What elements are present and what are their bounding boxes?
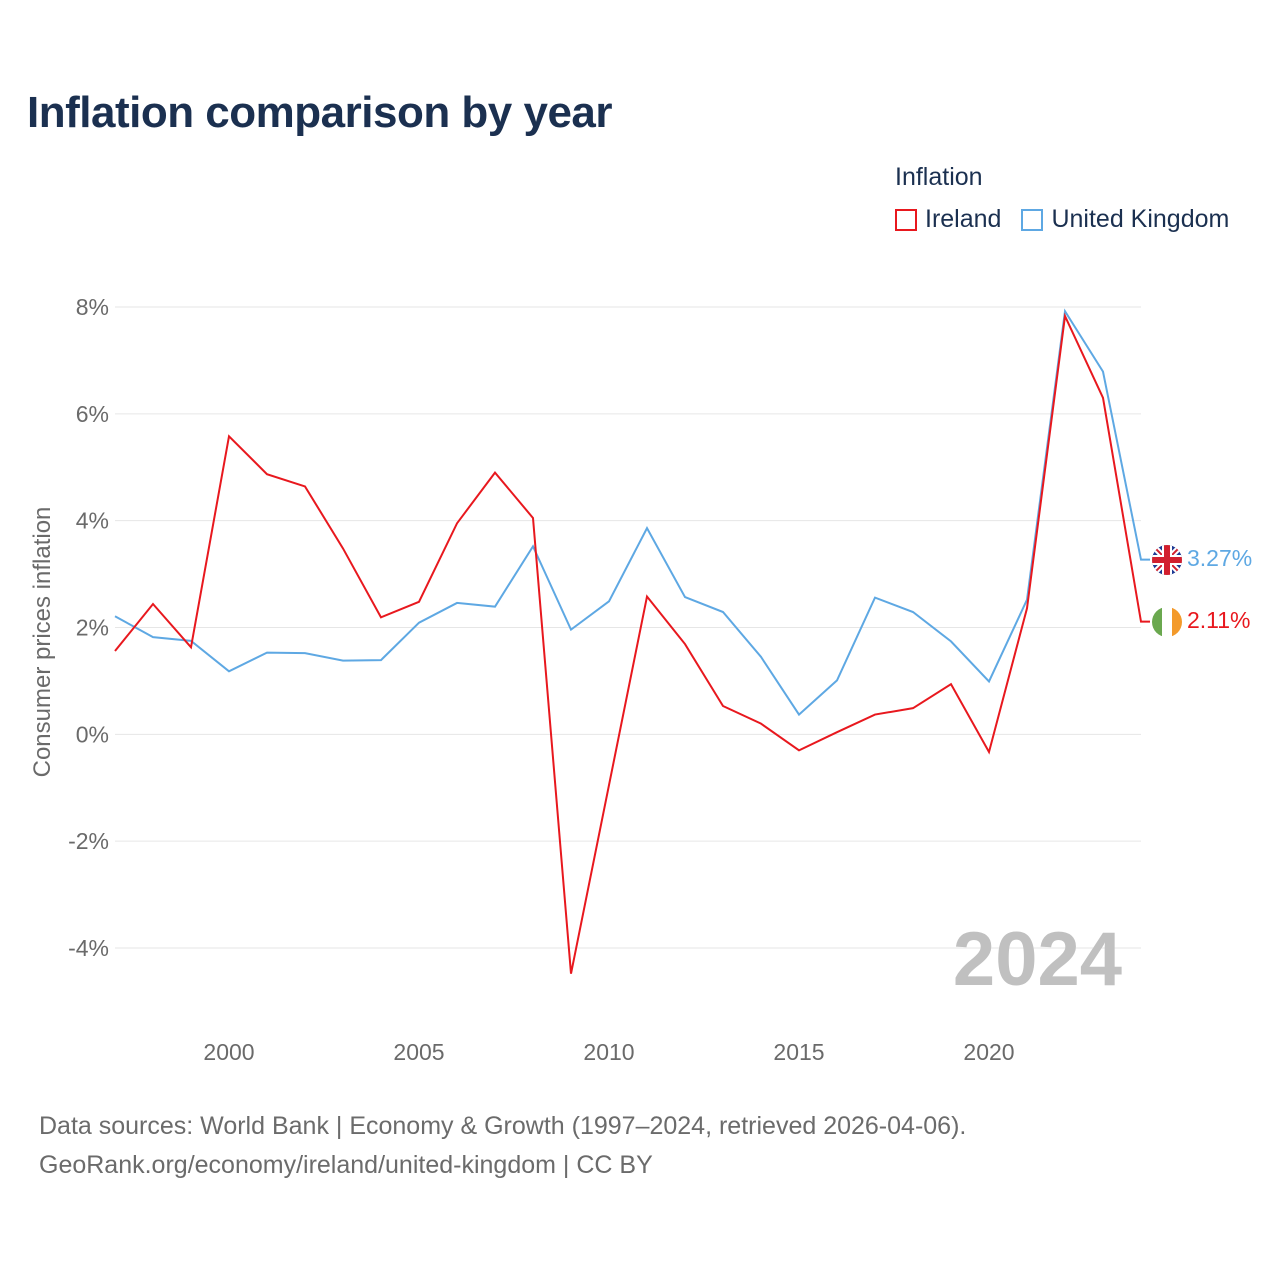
gridlines [115,306,1141,949]
year-watermark: 2024 [953,917,1122,1002]
legend: Ireland United Kingdom [895,205,1229,234]
legend-label-united-kingdom: United Kingdom [1051,205,1230,233]
y-axis-label: Consumer prices inflation [29,507,56,778]
y-tick-label: -4% [68,935,109,961]
legend-swatch-ireland [895,208,917,231]
uk-flag-icon [1152,545,1182,575]
legend-swatch-united-kingdom [1021,208,1044,231]
end-label-ireland: 2.11% [1187,607,1251,633]
end-label-united-kingdom: 3.27% [1187,545,1252,571]
series-lines [114,308,1150,974]
x-tick-label: 2020 [963,1039,1014,1065]
y-axis-ticks: -4% -2% 0% 2% 4% 6% 8% [68,294,109,961]
series-line-united-kingdom[interactable] [114,308,1150,717]
chart-title: Inflation comparison by year [27,88,613,137]
y-tick-label: -2% [68,828,109,854]
x-tick-label: 2005 [393,1039,444,1065]
x-tick-label: 2000 [203,1039,254,1065]
x-tick-label: 2010 [583,1039,634,1065]
legend-item-ireland[interactable]: Ireland [895,205,1001,234]
y-tick-label: 0% [76,721,109,747]
ireland-flag-icon [1152,607,1182,637]
y-tick-label: 2% [76,615,109,641]
footer-sources: Data sources: World Bank | Economy & Gro… [39,1112,967,1140]
series-line-ireland[interactable] [114,312,1150,974]
y-tick-label: 6% [76,401,109,427]
x-tick-label: 2015 [773,1039,824,1065]
legend-item-united-kingdom[interactable]: United Kingdom [1021,205,1229,234]
legend-title: Inflation [895,163,983,191]
legend-label-ireland: Ireland [925,205,1002,233]
y-tick-label: 4% [76,508,109,534]
footer: Data sources: World Bank | Economy & Gro… [39,1107,966,1185]
x-axis-ticks: 2000 2005 2010 2015 2020 [203,1039,1014,1065]
footer-credit[interactable]: GeoRank.org/economy/ireland/united-kingd… [39,1151,653,1179]
y-tick-label: 8% [76,294,109,320]
